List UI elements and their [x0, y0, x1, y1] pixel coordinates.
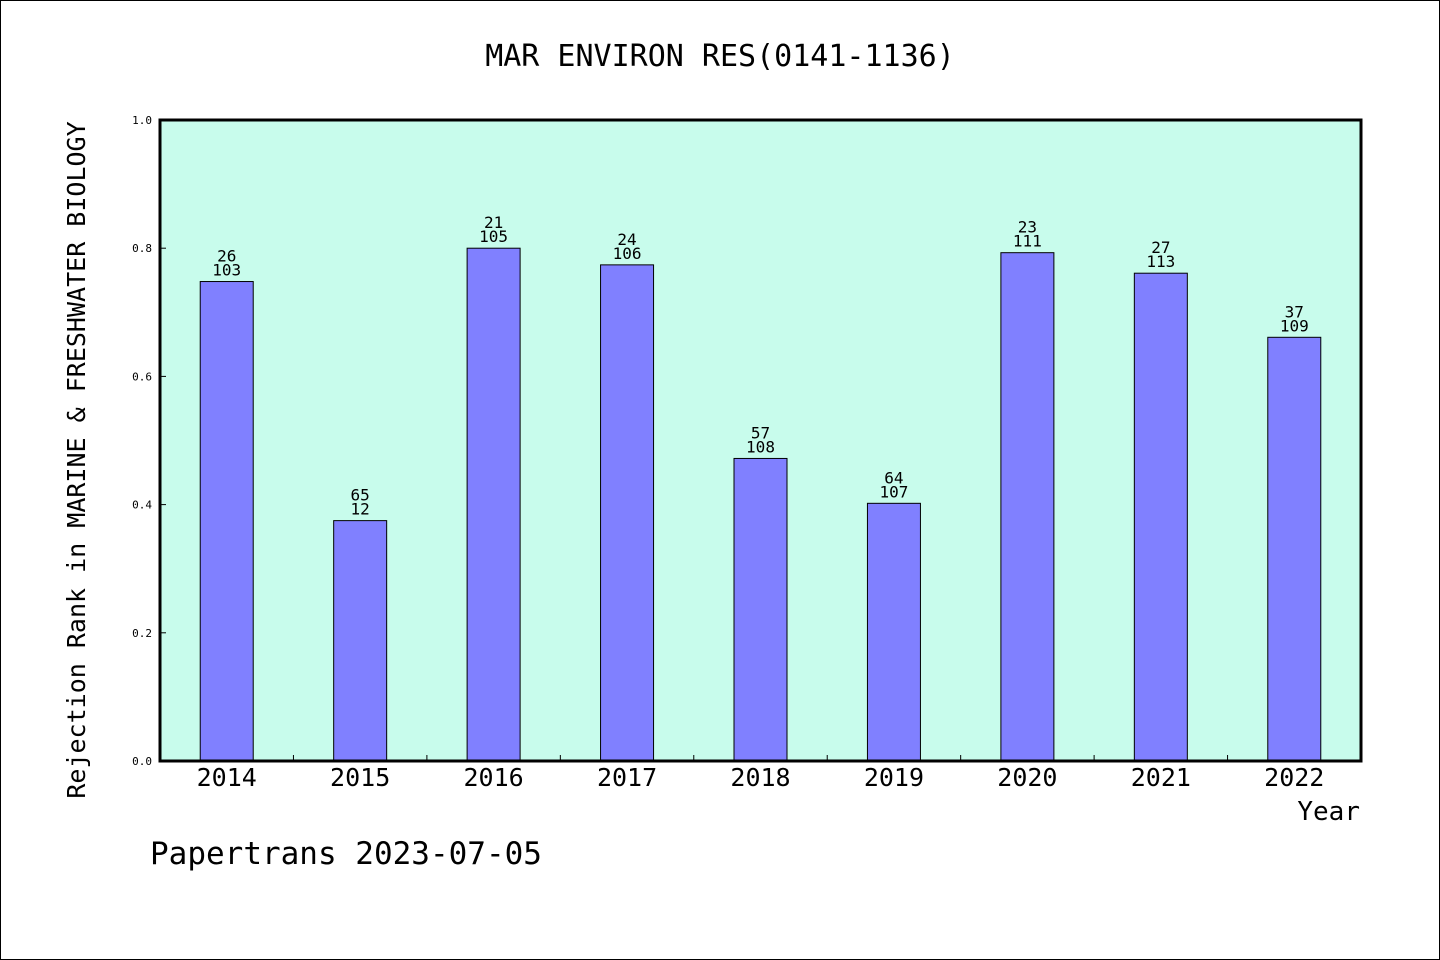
bar-2019 [866, 502, 921, 762]
bar-label-bottom: 109 [1280, 316, 1309, 335]
x-tick-label: 2017 [597, 763, 657, 792]
bar-label-bottom: 107 [879, 482, 908, 501]
x-axis-label: Year [1297, 797, 1360, 827]
x-tick-label: 2019 [864, 763, 924, 792]
bar-label-bottom: 108 [746, 437, 775, 456]
x-tick-label: 2021 [1131, 763, 1191, 792]
bar-label-bottom: 113 [1146, 252, 1175, 271]
bar-label-bottom: 111 [1013, 232, 1042, 251]
bar-2017 [600, 264, 655, 762]
bar-2018 [733, 457, 788, 762]
bar-2016 [466, 247, 521, 762]
y-tick-label: 0.0 [132, 755, 152, 768]
footer-text: Papertrans 2023-07-05 [150, 836, 542, 872]
bar-label-top: 64 [884, 468, 903, 487]
x-tick-label: 2014 [197, 763, 257, 792]
bar-2021 [1133, 272, 1188, 762]
x-tick-label: 2015 [330, 763, 390, 792]
bar-label-top: 57 [751, 423, 770, 442]
x-tick-label: 2016 [464, 763, 524, 792]
y-tick-label: 0.8 [132, 242, 152, 255]
bar-label-top: 21 [484, 213, 503, 232]
bar-2014 [199, 281, 254, 762]
bar-label-top: 24 [617, 230, 636, 249]
y-tick-label: 0.6 [132, 370, 152, 383]
y-axis: 0.0 0.2 0.4 0.6 0.8 1.0 [132, 114, 166, 768]
bar-label-top: 23 [1018, 218, 1037, 237]
y-axis-label: Rejection Rank in MARINE & FRESHWATER BI… [62, 121, 91, 798]
x-tick-label: 2018 [730, 763, 790, 792]
y-tick-label: 0.4 [132, 499, 152, 512]
bar-label-top: 37 [1285, 302, 1304, 321]
bar-2015 [333, 520, 388, 762]
bar-label-top: 65 [351, 486, 370, 505]
bar-2022 [1267, 336, 1322, 762]
bar-label-bottom: 106 [613, 244, 642, 263]
y-tick-label: 1.0 [132, 114, 152, 127]
x-tick-label: 2020 [997, 763, 1057, 792]
chart-title: MAR ENVIRON RES(0141-1136) [485, 39, 955, 74]
y-tick-label: 0.2 [132, 627, 152, 640]
bar-label-top: 27 [1151, 238, 1170, 257]
bar-label-bottom: 12 [351, 500, 370, 519]
bar-2020 [1000, 252, 1055, 762]
bar-label-bottom: 103 [212, 261, 241, 280]
bar-label-top: 26 [217, 247, 236, 266]
x-axis: 2014 2015 2016 2017 2018 2019 2020 2021 2022 [197, 755, 1324, 792]
bar-label-bottom: 105 [479, 227, 508, 246]
x-tick-label: 2022 [1264, 763, 1324, 792]
bars-group [199, 247, 1322, 762]
plot-border [158, 118, 1363, 763]
